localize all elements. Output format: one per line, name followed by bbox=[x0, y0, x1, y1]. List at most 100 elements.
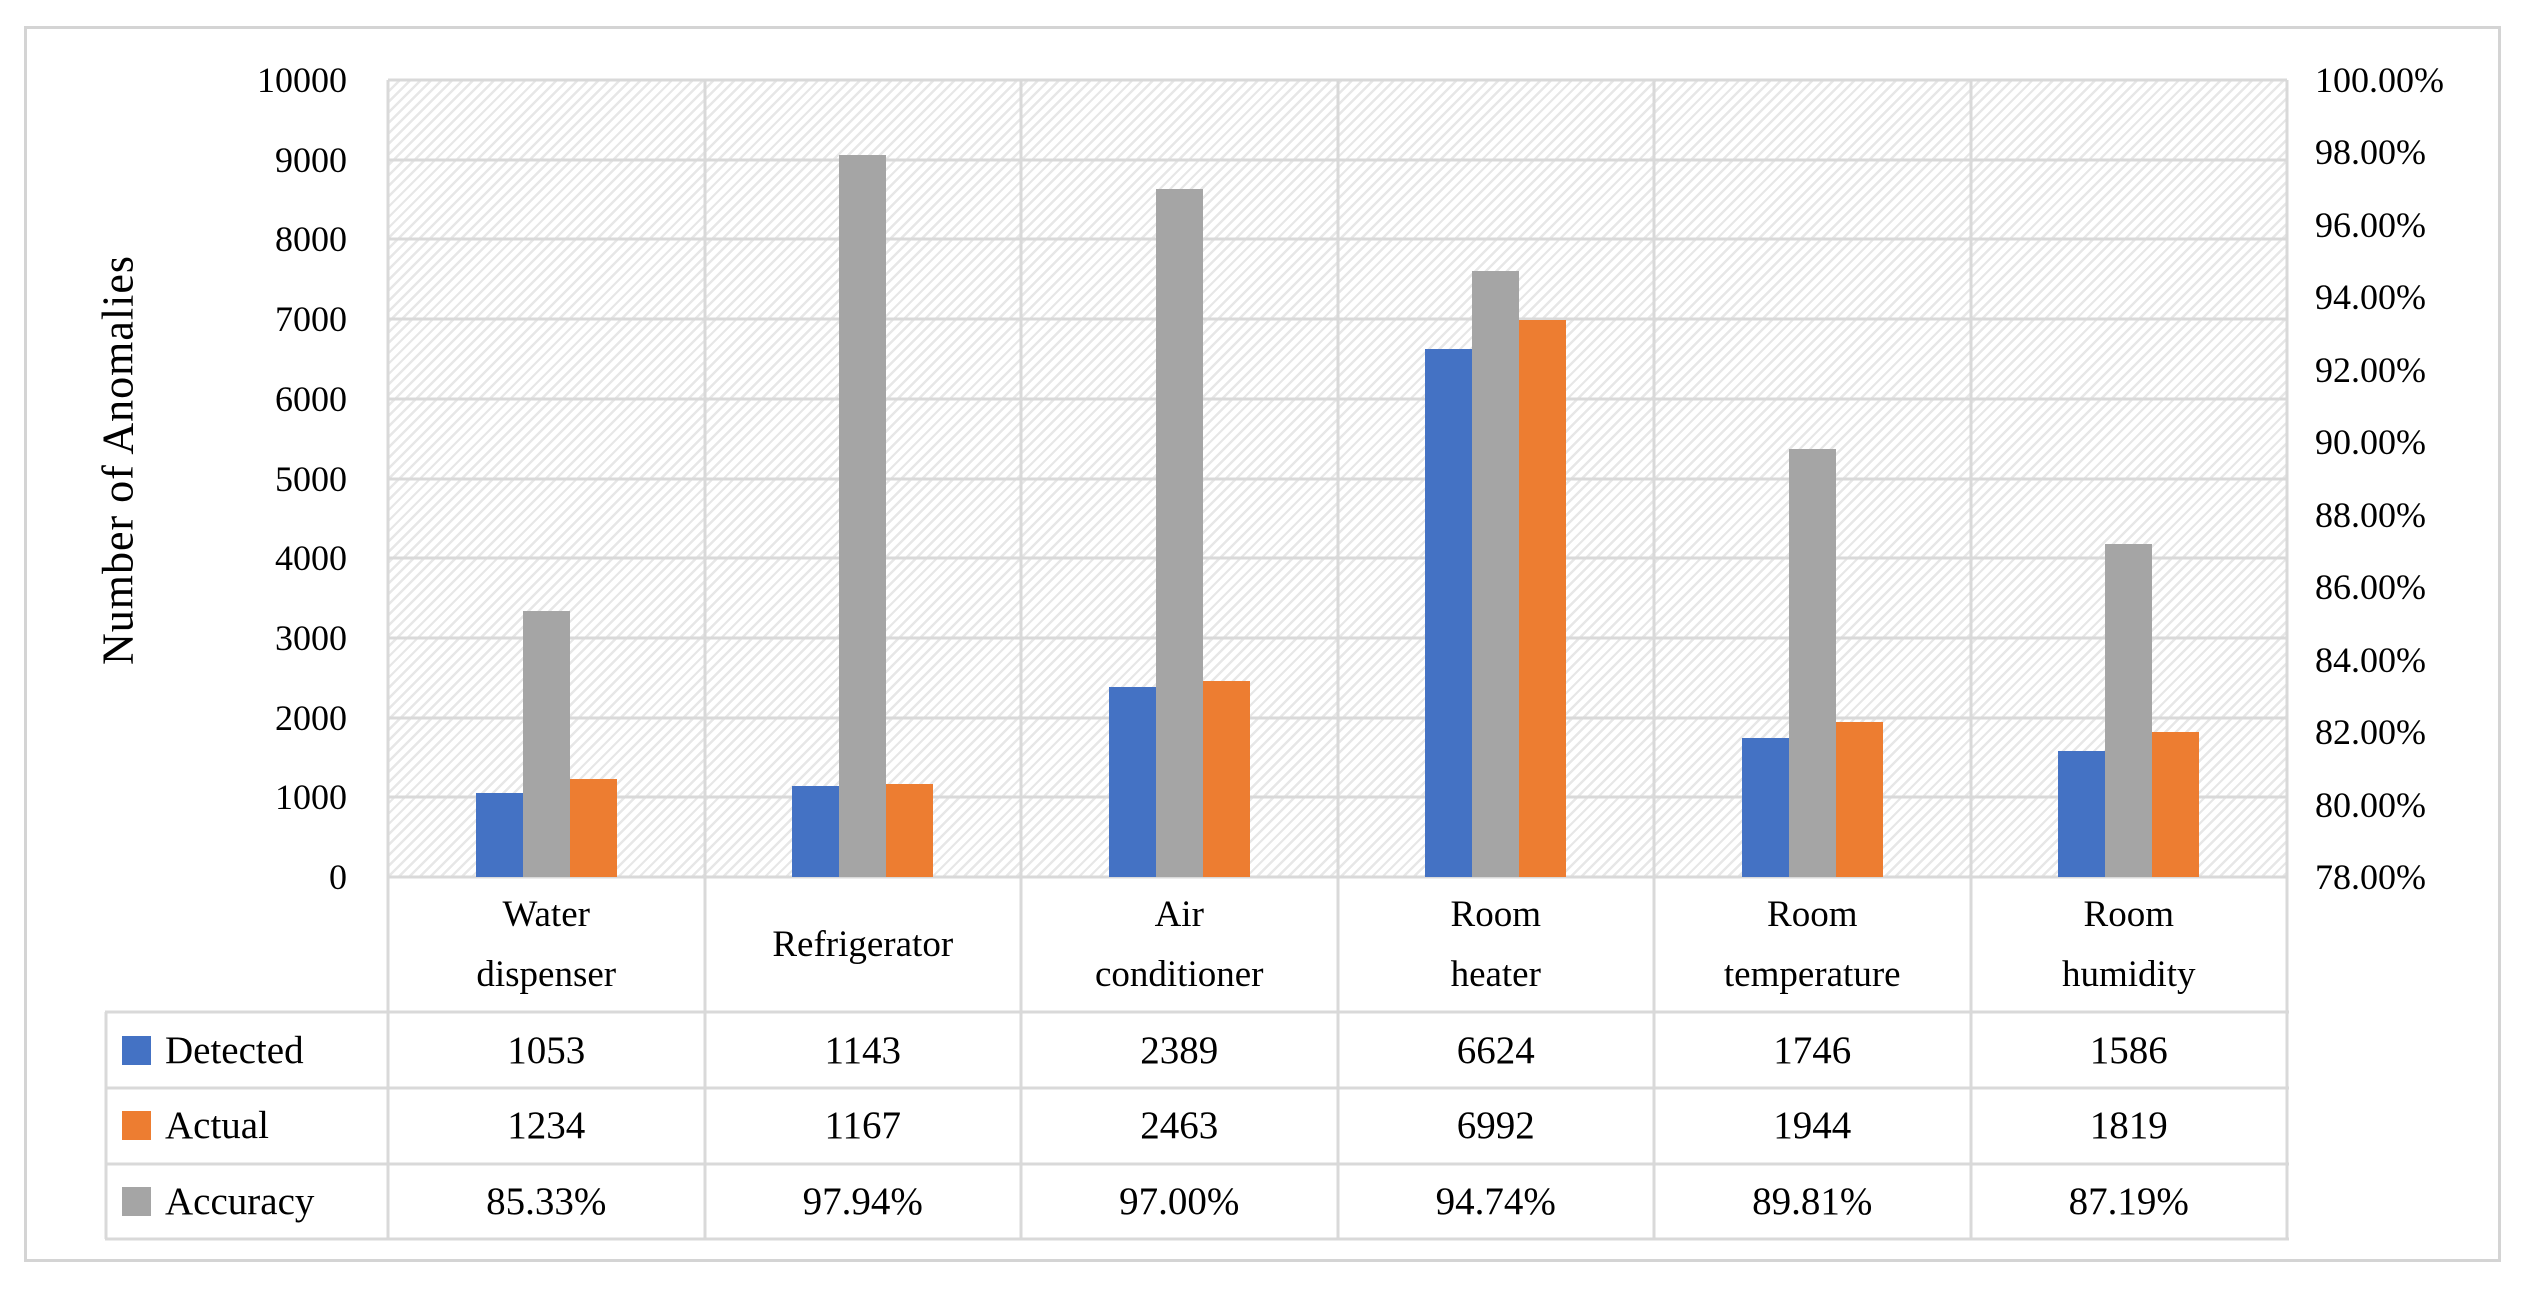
bar-accuracy bbox=[1788, 449, 1836, 877]
table-horizontal-border bbox=[104, 1162, 2289, 1165]
primary-y-tick-label: 2000 bbox=[275, 697, 347, 738]
secondary-y-tick-label: 82.00% bbox=[2315, 712, 2426, 753]
category-label: Room heater bbox=[1338, 877, 1655, 1012]
bar-detected bbox=[792, 785, 840, 877]
category-row-divider bbox=[2285, 877, 2289, 1012]
table-cell: 87.19% bbox=[2068, 1179, 2189, 1223]
category-label-line: conditioner bbox=[1094, 953, 1264, 995]
table-cell: 1167 bbox=[824, 1104, 902, 1148]
table-cell: 97.94% bbox=[802, 1179, 923, 1223]
table-horizontal-border bbox=[104, 1086, 2289, 1090]
bar-detected bbox=[1425, 349, 1473, 877]
category-separator-line bbox=[2285, 80, 2289, 877]
category-row-divider bbox=[703, 877, 706, 1012]
table-cell: 97.00% bbox=[1119, 1179, 1240, 1223]
primary-y-tick-label: 3000 bbox=[275, 617, 347, 658]
category-separator-line bbox=[386, 80, 390, 877]
category-label-line: temperature bbox=[1723, 953, 1901, 995]
table-horizontal-border bbox=[104, 1010, 2289, 1014]
bar-detected bbox=[475, 793, 523, 877]
table-vertical-border bbox=[2285, 1012, 2289, 1239]
category-label-line: Room bbox=[1767, 893, 1858, 935]
table-vertical-border bbox=[104, 1012, 108, 1239]
plot-area bbox=[386, 78, 2289, 879]
bar-detected bbox=[1108, 686, 1156, 877]
table-vertical-border bbox=[1969, 1012, 1972, 1239]
table-cell: 1234 bbox=[507, 1104, 586, 1148]
table-vertical-border bbox=[1336, 1012, 1339, 1239]
bar-actual bbox=[1202, 680, 1250, 877]
category-axis: Water dispenser Refrigerator Air conditioner… bbox=[386, 877, 2289, 1012]
secondary-y-tick-label: 84.00% bbox=[2315, 639, 2426, 680]
category-row-divider bbox=[1336, 877, 1339, 1012]
table-row-label: Accuracy bbox=[106, 1164, 388, 1240]
bar-accuracy bbox=[1472, 270, 1520, 877]
primary-y-tick-label: 9000 bbox=[275, 139, 347, 180]
category-row-divider bbox=[1019, 877, 1023, 1012]
table-cell: 94.74% bbox=[1435, 1179, 1556, 1223]
bar-accuracy bbox=[839, 154, 887, 877]
category-label-line: Room bbox=[1450, 893, 1541, 935]
bar-actual bbox=[886, 783, 934, 877]
table-cell: 1586 bbox=[2089, 1028, 2168, 1072]
table-cell: 2389 bbox=[1140, 1028, 1219, 1072]
table-cell: 89.81% bbox=[1752, 1179, 1873, 1223]
table-row-label: Detected bbox=[106, 1012, 388, 1088]
category-row-divider bbox=[386, 877, 390, 1012]
legend-swatch-accuracy bbox=[122, 1186, 151, 1216]
bar-actual bbox=[1835, 722, 1883, 877]
table-row-label: Actual bbox=[106, 1088, 388, 1164]
category-label: Room temperature bbox=[1654, 877, 1971, 1012]
secondary-y-tick-label: 98.00% bbox=[2315, 132, 2426, 173]
primary-y-tick-label: 7000 bbox=[275, 299, 347, 340]
table-cell: 1746 bbox=[1773, 1028, 1852, 1072]
table-cell: 1053 bbox=[507, 1028, 586, 1072]
category-separator-line bbox=[703, 80, 706, 877]
table-row-label-text: Accuracy bbox=[165, 1179, 315, 1223]
category-separator-line bbox=[1336, 80, 1339, 877]
secondary-y-tick-label: 90.00% bbox=[2315, 422, 2426, 463]
bar-actual bbox=[1519, 319, 1567, 877]
category-label: Room humidity bbox=[1971, 877, 2288, 1012]
secondary-y-tick-label: 80.00% bbox=[2315, 784, 2426, 825]
table-row-label-text: Detected bbox=[165, 1028, 304, 1072]
category-label: Refrigerator bbox=[705, 877, 1022, 1012]
bar-accuracy bbox=[1155, 188, 1203, 877]
category-label-line: heater bbox=[1450, 953, 1541, 995]
primary-y-tick-label: 0 bbox=[329, 857, 347, 897]
bar-accuracy bbox=[2105, 544, 2153, 877]
table-cell: 1819 bbox=[2089, 1104, 2168, 1148]
primary-y-tick-label: 10000 bbox=[257, 60, 347, 100]
table-cell: 6624 bbox=[1456, 1028, 1535, 1072]
primary-y-tick-label: 6000 bbox=[275, 378, 347, 419]
bar-actual bbox=[569, 778, 617, 877]
table-cell: 1143 bbox=[824, 1028, 902, 1072]
bar-detected bbox=[1741, 737, 1789, 877]
primary-y-tick-label: 8000 bbox=[275, 219, 347, 260]
category-label-line: humidity bbox=[2061, 953, 2196, 995]
secondary-y-tick-label: 100.00% bbox=[2315, 60, 2444, 100]
primary-y-tick-label: 1000 bbox=[275, 777, 347, 818]
legend-swatch-actual bbox=[122, 1111, 151, 1141]
secondary-y-tick-label: 92.00% bbox=[2315, 349, 2426, 390]
secondary-y-tick-label: 96.00% bbox=[2315, 204, 2426, 245]
primary-y-tick-label: 4000 bbox=[275, 538, 347, 579]
table-vertical-border bbox=[1019, 1012, 1023, 1239]
secondary-y-tick-label: 88.00% bbox=[2315, 494, 2426, 535]
table-cell: 2463 bbox=[1140, 1104, 1219, 1148]
bar-actual bbox=[2152, 732, 2200, 877]
table-horizontal-border bbox=[104, 1237, 2289, 1241]
table-vertical-border bbox=[1652, 1012, 1656, 1239]
category-separator-line bbox=[1969, 80, 1972, 877]
category-label-line: Air bbox=[1154, 893, 1204, 935]
category-row-divider bbox=[1969, 877, 1972, 1012]
table-cell: 1944 bbox=[1773, 1104, 1852, 1148]
table-row-label-text: Actual bbox=[165, 1104, 269, 1148]
category-label-line: Room bbox=[2083, 893, 2174, 935]
category-label-line: Water bbox=[502, 893, 590, 935]
table-vertical-border bbox=[386, 1012, 390, 1239]
chart-outer-border bbox=[24, 26, 2501, 1262]
table-cell: 85.33% bbox=[486, 1179, 607, 1223]
bar-accuracy bbox=[522, 611, 570, 877]
